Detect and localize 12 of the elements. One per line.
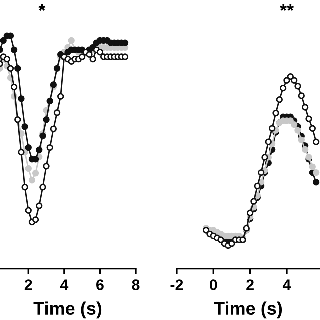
x-axis-title: Time (s) bbox=[34, 302, 102, 319]
x-tick-label: 4 bbox=[60, 280, 69, 290]
x-tick-label: 4 bbox=[282, 280, 292, 290]
x-tick-label: 0 bbox=[210, 280, 218, 290]
text: ** bbox=[280, 4, 294, 12]
x-tick-label: 8 bbox=[132, 280, 140, 290]
x-tick-label: 2 bbox=[246, 280, 254, 290]
x-tick-label: 6 bbox=[96, 280, 104, 290]
x-tick-label: 2 bbox=[24, 280, 32, 290]
x-tick-label: -2 bbox=[170, 280, 184, 290]
text: * bbox=[38, 4, 46, 12]
x-axis-title: Time (s) bbox=[214, 302, 282, 319]
